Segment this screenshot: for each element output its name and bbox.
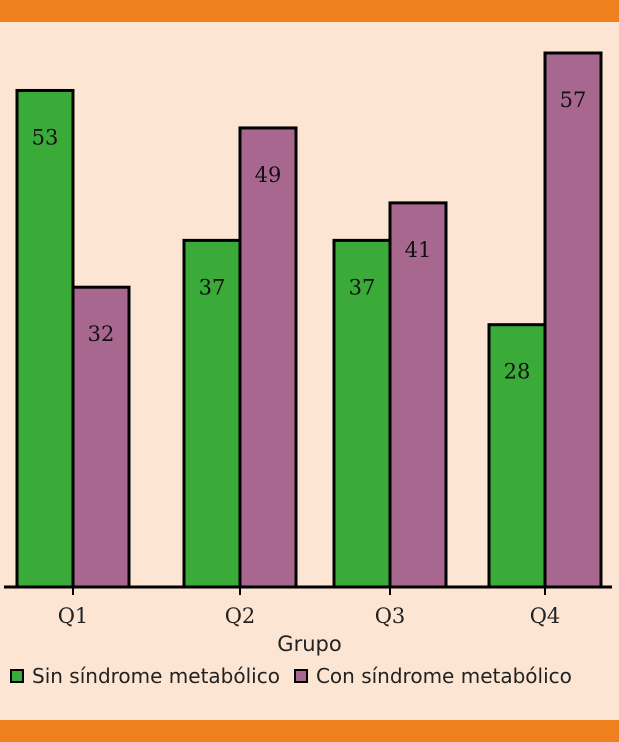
- top-band: [0, 0, 619, 22]
- value-label-q1-sin: 53: [32, 125, 59, 149]
- legend-label-sin: Sin síndrome metabólico: [32, 664, 280, 688]
- x-tick-label-q2: Q2: [225, 604, 256, 628]
- value-label-q4-con: 57: [560, 88, 587, 112]
- bar-q1-con: [71, 285, 131, 589]
- legend-label-con: Con síndrome metabólico: [315, 664, 572, 688]
- bar-chart: 53 32 37 49 37 41 28 57 Q1 Q2 Q3 Q4: [4, 51, 612, 628]
- legend-item-con: Con síndrome metabólico: [293, 664, 572, 688]
- x-ticks-group: Q1 Q2 Q3 Q4: [58, 587, 561, 628]
- x-tick-label-q1: Q1: [58, 604, 89, 628]
- bar-q3-con: [388, 201, 448, 589]
- x-axis-label: Grupo: [277, 632, 342, 656]
- legend-item-sin: Sin síndrome metabólico: [10, 664, 280, 688]
- value-labels-group: 53 32 37 49 37 41 28 57: [32, 88, 587, 384]
- x-tick-label-q3: Q3: [375, 604, 406, 628]
- value-label-q2-sin: 37: [199, 275, 226, 299]
- bars-group: [15, 51, 603, 589]
- value-label-q4-sin: 28: [504, 360, 531, 384]
- value-label-q2-con: 49: [255, 163, 282, 187]
- bar-q1-sin: [15, 88, 75, 589]
- value-label-q3-con: 41: [405, 238, 432, 262]
- value-label-q1-con: 32: [88, 322, 115, 346]
- bar-q2-con: [238, 126, 298, 589]
- value-label-q3-sin: 37: [349, 275, 376, 299]
- legend: Sin síndrome metabólico Con síndrome met…: [10, 664, 615, 688]
- bottom-band: [0, 720, 619, 742]
- legend-swatch-con: [293, 669, 308, 683]
- bar-q4-con: [543, 51, 603, 589]
- x-tick-label-q4: Q4: [530, 604, 561, 628]
- legend-swatch-sin: [10, 669, 24, 683]
